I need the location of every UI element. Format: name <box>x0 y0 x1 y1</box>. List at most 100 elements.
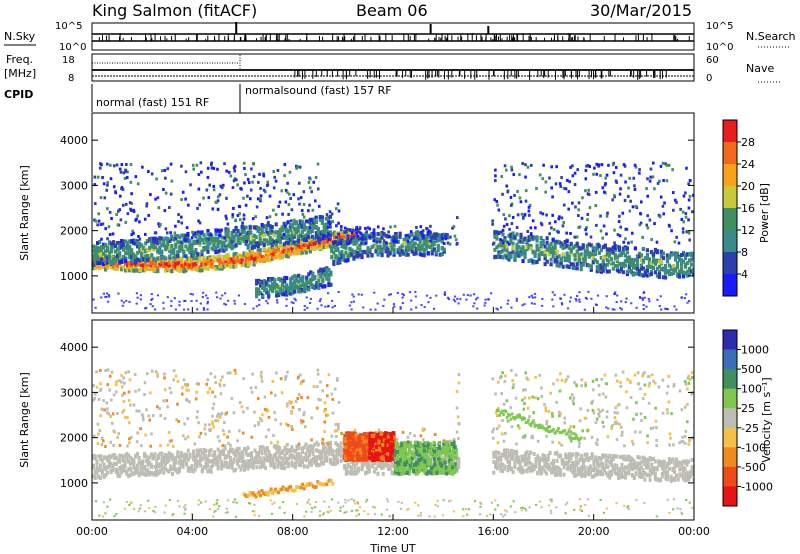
power-cell <box>635 258 640 263</box>
power-cell <box>334 207 338 211</box>
power-cell <box>230 260 234 265</box>
power-cell <box>541 250 545 255</box>
power-cell <box>278 233 282 238</box>
velocity-cell <box>355 470 359 475</box>
power-cell <box>605 232 608 236</box>
power-cell <box>134 260 138 265</box>
velocity-cell <box>246 453 250 458</box>
power-cell <box>414 231 418 236</box>
power-cell <box>243 167 246 171</box>
power-cell <box>424 234 428 239</box>
power-cell <box>426 232 430 237</box>
power-cell <box>537 254 541 259</box>
power-cell <box>233 169 237 173</box>
power-cell <box>94 219 98 223</box>
power-cell <box>276 236 280 241</box>
power-cell <box>358 253 362 258</box>
power-cell <box>541 241 545 246</box>
power-cell <box>603 255 607 260</box>
power-cell <box>294 245 298 250</box>
power-cell <box>441 236 445 240</box>
velocity-cell <box>176 453 180 458</box>
power-cell <box>266 222 270 227</box>
velocity-cell <box>290 453 294 458</box>
power-cell <box>122 301 125 304</box>
power-cell <box>232 264 236 269</box>
velocity-cell <box>135 469 139 474</box>
velocity-cell <box>174 455 178 460</box>
power-cell <box>673 254 678 259</box>
velocity-cell <box>293 461 297 466</box>
velocity-cell <box>271 459 275 464</box>
power-cell <box>283 163 287 167</box>
power-cell <box>565 251 569 256</box>
power-cell <box>280 236 284 240</box>
velocity-cell <box>179 451 183 456</box>
power-cell <box>310 222 314 227</box>
power-cell <box>593 247 597 252</box>
power-cell <box>587 242 591 247</box>
power-cell <box>212 184 216 188</box>
power-cell <box>228 244 232 249</box>
velocity-cell <box>106 456 110 461</box>
power-cell <box>301 279 305 284</box>
power-cell <box>519 235 523 240</box>
power-cell <box>649 261 654 266</box>
power-cell <box>571 252 575 257</box>
power-cell <box>526 229 530 233</box>
power-cell <box>356 245 360 250</box>
power-cell <box>354 254 358 259</box>
power-cell <box>551 195 554 199</box>
velocity-cell <box>107 464 111 469</box>
power-cell <box>663 263 668 268</box>
power-cell <box>188 250 192 255</box>
power-cell <box>388 235 391 239</box>
power-cell <box>688 300 691 303</box>
power-cell <box>422 238 426 243</box>
velocity-cell <box>199 454 203 459</box>
power-cell <box>625 258 629 263</box>
velocity-cell <box>334 456 338 461</box>
power-cell <box>372 234 375 238</box>
power-cell <box>665 179 669 183</box>
power-cell <box>110 247 114 252</box>
power-cell <box>278 254 282 259</box>
power-cell <box>299 289 303 294</box>
velocity-cell <box>128 466 132 471</box>
power-cell <box>144 241 148 246</box>
velocity-cell <box>307 449 311 454</box>
power-cell <box>288 227 292 232</box>
power-cell <box>410 299 413 302</box>
power-cell <box>122 203 125 207</box>
power-cell <box>250 235 254 240</box>
power-cell <box>120 257 124 262</box>
power-cell <box>282 226 286 231</box>
power-cell <box>624 180 627 184</box>
power-cell <box>313 275 317 280</box>
velocity-cell <box>118 457 122 462</box>
power-cell <box>603 265 607 270</box>
power-cell <box>599 269 603 274</box>
power-cell <box>539 240 543 245</box>
power-cell <box>507 251 511 256</box>
power-cell <box>309 270 313 275</box>
velocity-cell <box>162 470 166 475</box>
power-cell <box>684 215 688 219</box>
velocity-cell <box>290 445 294 450</box>
power-cell <box>557 254 561 259</box>
power-cell <box>100 260 104 265</box>
velocity-cell <box>144 472 148 477</box>
power-cell <box>292 230 296 235</box>
power-cell <box>594 204 598 208</box>
power-cell <box>260 293 264 296</box>
nsky-tick-top: 10^5 <box>55 21 82 32</box>
power-cell <box>282 233 286 237</box>
power-cell <box>318 215 322 220</box>
power-cell <box>312 222 316 227</box>
power-cell <box>331 306 334 309</box>
power-cell <box>510 306 513 309</box>
power-cell <box>566 178 569 182</box>
power-cell <box>409 230 413 234</box>
power-cell <box>574 205 577 209</box>
power-cell <box>246 262 250 267</box>
